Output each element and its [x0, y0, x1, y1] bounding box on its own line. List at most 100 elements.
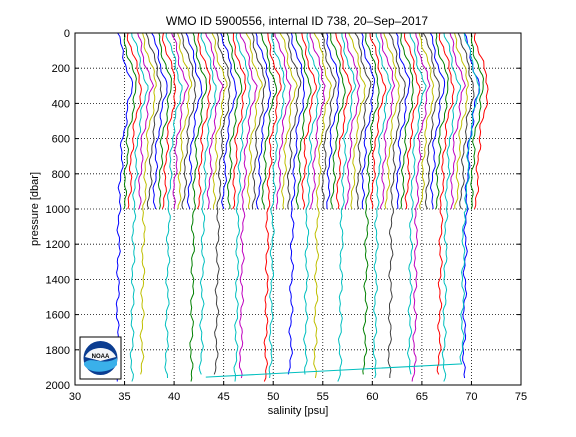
profile-line — [137, 32, 155, 210]
profile-line — [114, 32, 134, 382]
profile-line — [126, 32, 142, 210]
x-axis-label: salinity [psu] — [268, 405, 329, 417]
x-tick-label: 35 — [118, 391, 130, 403]
y-axis-label: pressure [dbar] — [29, 172, 41, 246]
profile-line — [326, 32, 340, 210]
profile-line — [361, 32, 375, 210]
profile-line — [238, 32, 258, 379]
profile-line — [400, 33, 414, 210]
y-tick-label: 1600 — [46, 310, 70, 322]
profile-line — [295, 32, 312, 210]
profile-line — [232, 32, 247, 210]
x-tick-label: 70 — [465, 391, 477, 403]
y-tick-label: 1000 — [46, 204, 70, 216]
profiles — [114, 32, 489, 382]
y-tick-label: 1400 — [46, 274, 70, 286]
profile-line — [344, 33, 361, 210]
profile-line — [251, 32, 267, 210]
y-tick-label: 200 — [52, 63, 70, 75]
profile-line — [279, 32, 298, 210]
profile-line — [406, 32, 427, 375]
logo-text: NOAA — [92, 354, 110, 360]
profile-line — [123, 32, 137, 210]
profile-line — [139, 32, 157, 375]
profile-line — [470, 32, 485, 210]
profile-line — [198, 32, 217, 375]
profile-line — [348, 32, 366, 210]
profile-line — [274, 32, 292, 210]
profile-line — [301, 32, 317, 210]
x-tick-label: 65 — [416, 391, 428, 403]
profile-line — [436, 32, 455, 375]
profile-line — [369, 32, 387, 210]
profile-line — [177, 32, 193, 210]
profile-line — [189, 32, 208, 382]
x-tick-label: 30 — [69, 391, 81, 403]
profile-line — [457, 32, 475, 210]
profile-line — [157, 32, 173, 210]
profile-line — [205, 32, 481, 378]
y-tick-label: 600 — [52, 134, 70, 146]
profile-line — [449, 32, 466, 210]
profile-line — [429, 32, 446, 210]
profile-line — [220, 32, 237, 210]
profile-line — [196, 32, 211, 210]
profile-line — [441, 32, 462, 382]
profile-line — [395, 32, 411, 209]
profile-line — [286, 32, 302, 210]
profile-line — [411, 32, 431, 382]
profile-line — [418, 32, 435, 210]
profile-line — [422, 32, 440, 210]
profile-line — [233, 32, 251, 382]
y-tick-label: 1800 — [46, 345, 70, 357]
profile-line — [387, 32, 406, 379]
profile-line — [309, 32, 326, 210]
profile-line — [287, 32, 305, 375]
profile-line — [362, 33, 380, 375]
profile-line — [313, 32, 332, 379]
profile-line — [403, 32, 421, 210]
profile-line — [260, 32, 278, 210]
profile-line — [320, 32, 337, 210]
profile-line — [474, 32, 489, 210]
noaa-logo: NOAA — [79, 336, 122, 380]
profile-line — [226, 32, 243, 210]
profile-line — [383, 32, 400, 210]
y-tick-label: 0 — [64, 28, 70, 40]
profile-line — [171, 32, 190, 210]
x-tick-label: 60 — [366, 391, 378, 403]
logo-wave — [84, 358, 117, 372]
profile-line — [330, 32, 346, 210]
y-tick-label: 2000 — [46, 380, 70, 392]
y-tick-label: 400 — [52, 98, 70, 110]
profile-line — [161, 32, 177, 210]
profile-line — [245, 32, 263, 210]
profile-line — [211, 32, 228, 210]
profile-line — [185, 32, 203, 210]
x-tick-label: 55 — [317, 391, 329, 403]
x-tick-label: 40 — [168, 391, 180, 403]
y-tick-label: 1200 — [46, 239, 70, 251]
chart-title: WMO ID 5900556, internal ID 738, 20–Sep–… — [166, 14, 428, 28]
profile-line — [129, 32, 149, 382]
profile-line — [379, 32, 396, 210]
profile-line — [268, 32, 286, 379]
x-tick-label: 50 — [267, 391, 279, 403]
profile-line — [337, 32, 357, 382]
profile-line — [263, 32, 282, 382]
profile-line — [213, 32, 231, 375]
x-tick-label: 75 — [515, 391, 527, 403]
axis-ticks: 30 35 40 45 50 55 60 65 70 75 0 200 400 600 800 1000 120… — [46, 28, 528, 403]
logo-bird — [85, 348, 116, 361]
profile-line — [454, 32, 469, 210]
y-tick-label: 800 — [52, 169, 70, 181]
profile-line — [255, 32, 272, 210]
profile-line — [145, 32, 163, 210]
profile-line — [435, 32, 449, 210]
profile-line — [205, 32, 224, 210]
profile-line — [335, 32, 352, 210]
profile-line — [303, 32, 321, 375]
profile-line — [180, 32, 197, 210]
